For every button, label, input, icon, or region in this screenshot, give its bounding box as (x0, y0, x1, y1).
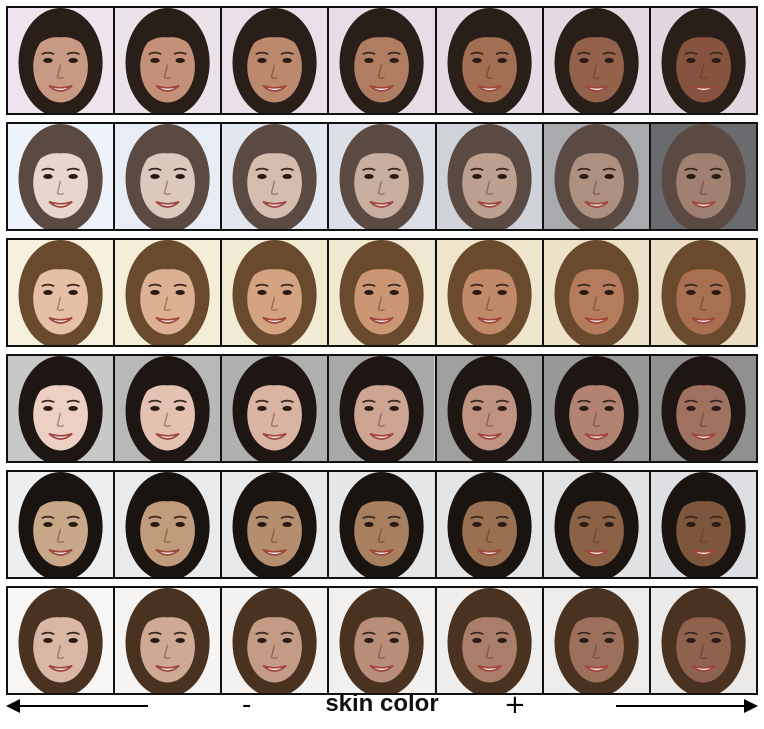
left-arrow-icon (8, 705, 148, 707)
face-image (543, 588, 649, 693)
face-image (8, 124, 114, 229)
face-image (543, 240, 649, 345)
face-image (222, 240, 328, 345)
face-row (6, 586, 758, 695)
face-image (115, 240, 221, 345)
face-image (115, 124, 221, 229)
face-image (436, 240, 542, 345)
face-image (436, 124, 542, 229)
face-image (222, 8, 328, 113)
face-image (329, 124, 435, 229)
face-image (329, 356, 435, 461)
face-image (8, 472, 114, 577)
face-image (8, 588, 114, 693)
face-image (650, 240, 756, 345)
right-arrow-head-icon (744, 699, 758, 713)
face-image (650, 356, 756, 461)
axis-label: skin color (325, 690, 439, 717)
plus-sign: + (504, 690, 526, 720)
face-grid (6, 6, 758, 702)
face-row (6, 354, 758, 463)
face-image (8, 356, 114, 461)
face-image (115, 472, 221, 577)
face-image (222, 356, 328, 461)
face-row (6, 238, 758, 347)
skin-color-axis: - skin color + (6, 686, 758, 726)
face-image (543, 356, 649, 461)
face-image (436, 472, 542, 577)
face-image (329, 240, 435, 345)
face-row (6, 6, 758, 115)
face-row (6, 122, 758, 231)
face-image (115, 588, 221, 693)
face-image (436, 356, 542, 461)
face-image (650, 124, 756, 229)
face-image (222, 472, 328, 577)
face-image (115, 8, 221, 113)
face-image (543, 124, 649, 229)
face-image (222, 124, 328, 229)
face-image (436, 8, 542, 113)
face-image (650, 588, 756, 693)
face-image (543, 8, 649, 113)
face-image (115, 356, 221, 461)
face-image (436, 588, 542, 693)
face-image (650, 8, 756, 113)
face-image (8, 240, 114, 345)
face-image (650, 472, 756, 577)
minus-sign: - (242, 690, 252, 720)
face-image (8, 8, 114, 113)
face-image (543, 472, 649, 577)
right-arrow-icon (616, 705, 756, 707)
face-image (329, 472, 435, 577)
face-image (329, 8, 435, 113)
face-image (222, 588, 328, 693)
face-image (329, 588, 435, 693)
face-row (6, 470, 758, 579)
